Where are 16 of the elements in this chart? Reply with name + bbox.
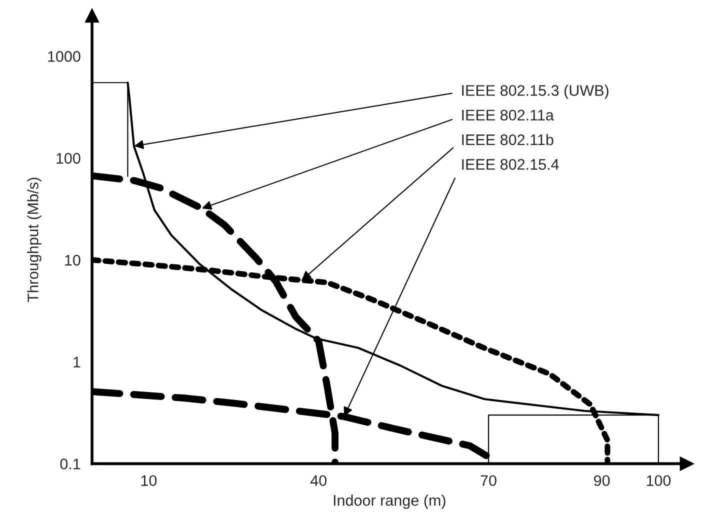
- y-tick-label: 1: [74, 356, 80, 368]
- x-tick-label: 40: [310, 475, 326, 486]
- x-tick-label: 90: [594, 475, 610, 486]
- x-axis-title: Indoor range (m): [334, 494, 446, 509]
- annotation: IEEE 802.15.3 (UWB): [462, 84, 608, 99]
- y-tick-label: 1000: [48, 51, 80, 62]
- y-tick-label: 100: [56, 152, 80, 164]
- y-tick-label: 0.1: [60, 458, 80, 470]
- x-tick-label: 100: [646, 475, 671, 486]
- annotation: IEEE 802.11a: [462, 110, 554, 121]
- annotation: IEEE 802.11b: [462, 134, 554, 146]
- y-tick-label: 10: [65, 254, 80, 266]
- x-tick-label: 10: [141, 475, 157, 486]
- y-axis-title: Throughput (Mb/s): [27, 178, 42, 302]
- x-tick-label: 70: [480, 475, 496, 486]
- annotation: IEEE 802.15.4: [462, 159, 559, 170]
